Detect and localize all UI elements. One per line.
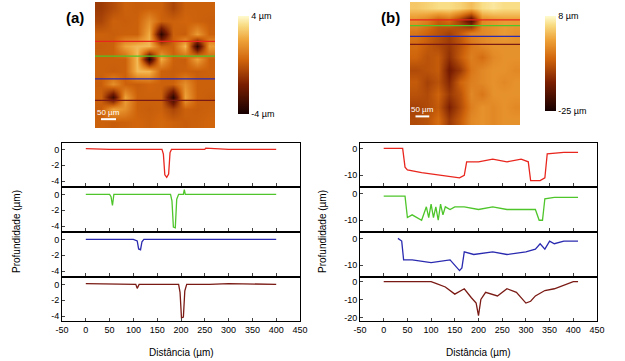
- svg-text:200: 200: [471, 325, 486, 335]
- svg-text:150: 150: [447, 325, 462, 335]
- svg-text:-20: -20: [344, 313, 357, 323]
- svg-text:-2: -2: [51, 295, 59, 305]
- svg-text:400: 400: [269, 325, 284, 335]
- svg-text:-10: -10: [344, 170, 357, 180]
- svg-text:450: 450: [589, 325, 604, 335]
- svg-text:300: 300: [518, 325, 533, 335]
- svg-text:0: 0: [54, 280, 59, 290]
- svg-text:-2: -2: [51, 250, 59, 260]
- svg-text:50: 50: [105, 325, 115, 335]
- svg-text:-10: -10: [344, 260, 357, 270]
- svg-text:8 µm: 8 µm: [558, 11, 578, 21]
- svg-text:350: 350: [542, 325, 557, 335]
- svg-text:4 µm: 4 µm: [251, 11, 271, 21]
- svg-text:100: 100: [126, 325, 141, 335]
- svg-text:0: 0: [54, 145, 59, 155]
- svg-text:(b): (b): [381, 9, 400, 26]
- svg-text:100: 100: [424, 325, 439, 335]
- svg-text:0: 0: [381, 325, 386, 335]
- svg-text:400: 400: [566, 325, 581, 335]
- svg-text:0: 0: [83, 325, 88, 335]
- svg-text:(a): (a): [66, 9, 84, 26]
- svg-text:Distância (µm): Distância (µm): [149, 347, 214, 358]
- svg-text:-4: -4: [51, 311, 59, 321]
- svg-text:50 µm: 50 µm: [411, 105, 434, 114]
- svg-text:300: 300: [221, 325, 236, 335]
- svg-text:350: 350: [245, 325, 260, 335]
- svg-text:450: 450: [292, 325, 307, 335]
- svg-text:250: 250: [197, 325, 212, 335]
- svg-text:50 µm: 50 µm: [97, 108, 120, 117]
- svg-text:50: 50: [402, 325, 412, 335]
- svg-text:-4: -4: [51, 221, 59, 231]
- svg-text:-2: -2: [51, 160, 59, 170]
- svg-text:0: 0: [54, 190, 59, 200]
- svg-text:250: 250: [495, 325, 510, 335]
- svg-text:-10: -10: [344, 295, 357, 305]
- svg-text:0: 0: [54, 235, 59, 245]
- svg-text:0: 0: [352, 189, 357, 199]
- svg-text:Profundidade (µm): Profundidade (µm): [11, 190, 22, 273]
- svg-text:-4: -4: [51, 266, 59, 276]
- svg-text:-4: -4: [51, 176, 59, 186]
- svg-text:-25 µm: -25 µm: [558, 106, 586, 116]
- svg-text:0: 0: [352, 144, 357, 154]
- svg-text:-10: -10: [344, 215, 357, 225]
- svg-text:0: 0: [352, 234, 357, 244]
- svg-text:200: 200: [173, 325, 188, 335]
- svg-text:Profundidade (µm): Profundidade (µm): [317, 190, 328, 273]
- svg-text:0: 0: [352, 277, 357, 287]
- svg-text:-50: -50: [55, 325, 68, 335]
- svg-text:150: 150: [150, 325, 165, 335]
- svg-text:Distância (µm): Distância (µm): [446, 347, 511, 358]
- svg-text:-2: -2: [51, 205, 59, 215]
- svg-text:-4 µm: -4 µm: [251, 109, 274, 119]
- svg-text:-50: -50: [353, 325, 366, 335]
